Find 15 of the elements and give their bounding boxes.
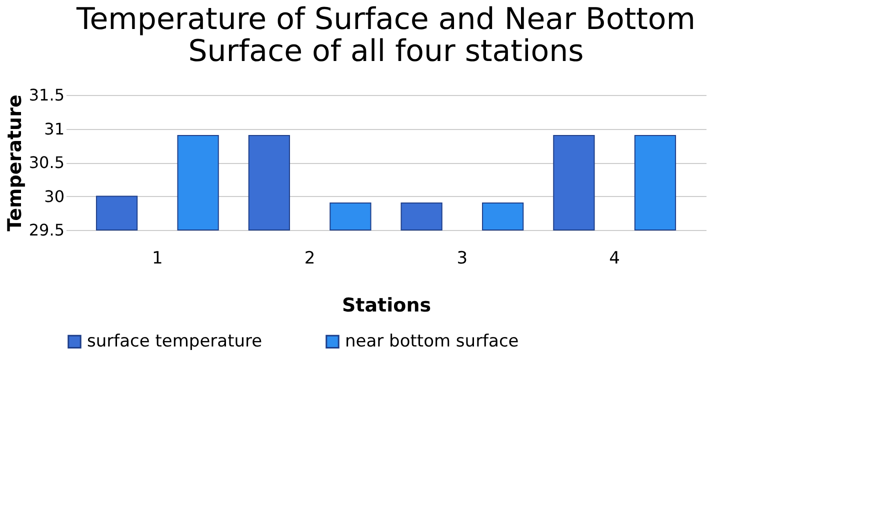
y-axis-title: Temperature [4, 94, 26, 232]
x-axis-title: Stations [342, 294, 432, 316]
y-tick-label: 31.5 [28, 86, 64, 104]
y-tick-label: 30.5 [28, 153, 64, 172]
legend-label: surface temperature [87, 332, 262, 352]
x-tick-label: 3 [456, 248, 468, 268]
text: Surface of all four stations [188, 34, 584, 69]
x-tick-label: 1 [152, 248, 163, 268]
x-tick-label: 4 [609, 248, 620, 268]
x-tick-label: 2 [304, 248, 316, 268]
y-tick-label: 31 [44, 119, 64, 138]
text: Temperature of Surface and Near Bottom [76, 2, 696, 37]
legend-label: near bottom surface [345, 332, 519, 352]
y-tick-label: 29.5 [28, 220, 64, 240]
y-tick-label: 30 [44, 186, 64, 206]
